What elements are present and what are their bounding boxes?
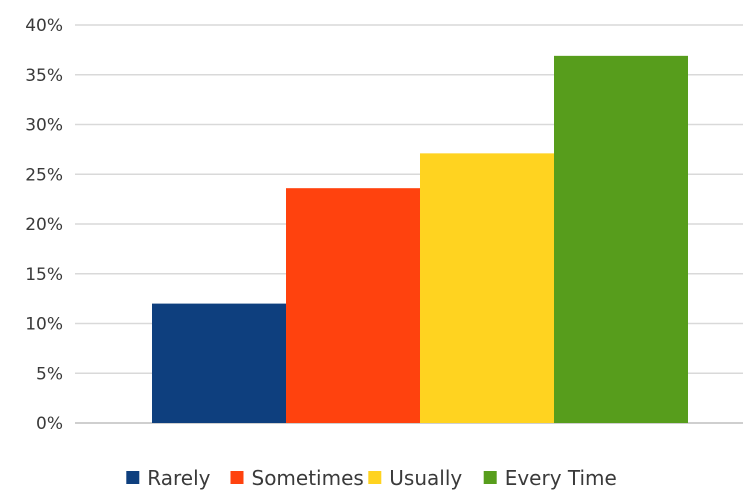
- legend: Rarely Sometimes Usually Every Time: [126, 466, 617, 490]
- legend-swatch: [483, 471, 497, 484]
- bar-every-time: [554, 55, 688, 423]
- legend-swatch: [126, 471, 140, 484]
- bar-rarely: [152, 303, 286, 423]
- y-axis-tick-labels: 0% 5% 10% 15% 20% 25% 30% 35% 40%: [25, 16, 63, 434]
- y-tick-label: 5%: [36, 364, 63, 384]
- legend-label: Usually: [389, 466, 462, 490]
- bar-sometimes: [286, 188, 420, 423]
- legend-label: Rarely: [147, 466, 210, 490]
- y-tick-label: 30%: [25, 116, 63, 136]
- legend-swatch: [368, 471, 382, 484]
- legend-swatch: [230, 471, 244, 484]
- y-tick-label: 0%: [36, 414, 63, 434]
- y-tick-label: 35%: [25, 66, 63, 86]
- legend-label: Every Time: [505, 466, 617, 490]
- y-tick-label: 25%: [25, 165, 63, 185]
- bar-usually: [420, 153, 554, 424]
- bars: [152, 55, 688, 424]
- legend-label: Sometimes: [252, 466, 364, 490]
- y-tick-label: 15%: [25, 265, 63, 285]
- y-tick-label: 20%: [25, 215, 63, 235]
- y-tick-label: 40%: [25, 16, 63, 36]
- y-tick-label: 10%: [25, 315, 63, 335]
